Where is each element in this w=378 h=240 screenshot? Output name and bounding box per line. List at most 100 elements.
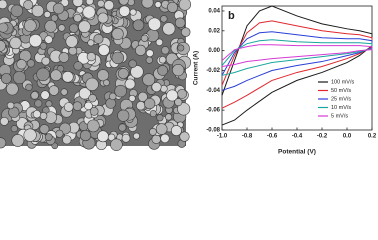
particle <box>0 137 7 149</box>
particle <box>141 0 154 9</box>
particle <box>97 12 109 24</box>
y-tick-label: 0.04 <box>208 9 220 15</box>
particle <box>0 116 9 126</box>
particle <box>50 69 62 82</box>
particle <box>34 99 43 108</box>
particle <box>44 133 53 142</box>
particle <box>58 24 66 32</box>
particle <box>73 61 83 71</box>
plot-frame <box>221 5 373 131</box>
particle <box>111 27 124 41</box>
particle <box>69 23 79 33</box>
particle <box>128 59 137 68</box>
particle <box>166 1 178 13</box>
particle <box>135 44 147 56</box>
legend-label: 100 mV/s <box>331 79 354 85</box>
particle <box>97 69 110 82</box>
particle <box>117 109 130 122</box>
particle <box>174 98 183 107</box>
particle <box>172 63 185 77</box>
x-tick-label: -0.2 <box>317 134 328 140</box>
particle <box>109 92 117 101</box>
particle <box>36 67 50 82</box>
particle <box>79 129 92 142</box>
particle <box>55 129 64 138</box>
particle <box>136 101 146 111</box>
x-tick-label: -1.0 <box>217 134 228 140</box>
particle <box>58 52 70 63</box>
y-tick-label: -0.02 <box>206 68 220 74</box>
particle <box>161 46 170 55</box>
particle <box>63 102 74 112</box>
particle <box>97 130 109 143</box>
particle <box>155 123 168 135</box>
particle <box>111 51 125 65</box>
particle <box>60 88 68 96</box>
particle <box>93 33 104 44</box>
x-tick-label: -0.4 <box>292 134 303 140</box>
particle <box>121 133 131 143</box>
x-tick-label: -0.8 <box>242 134 253 140</box>
cv-curve <box>221 31 373 91</box>
particle <box>39 124 50 135</box>
particle <box>61 71 74 83</box>
cv-curve <box>221 44 373 68</box>
y-tick-label: 0.02 <box>208 28 220 34</box>
particle <box>144 97 156 110</box>
particle <box>133 132 140 140</box>
figure: b Potential (V) Current (A) -1.0 -0.8 -0.6… <box>0 0 377 156</box>
particle <box>177 44 185 52</box>
particle <box>155 38 164 46</box>
particle <box>154 1 162 8</box>
particle <box>44 20 57 33</box>
particle <box>39 42 48 50</box>
particle <box>23 128 37 142</box>
particle <box>82 5 96 19</box>
cv-curve <box>221 39 373 76</box>
particle <box>151 134 162 144</box>
particle <box>107 133 116 142</box>
particle <box>140 34 149 42</box>
particle <box>128 94 136 102</box>
particle <box>118 5 131 17</box>
particle <box>98 44 110 56</box>
particle <box>11 134 25 147</box>
particle <box>103 79 110 87</box>
particle <box>40 90 50 100</box>
particle <box>170 125 182 136</box>
particle <box>0 73 12 84</box>
particle <box>145 49 154 58</box>
particle <box>151 82 162 93</box>
legend-label: 25 mV/s <box>331 96 351 102</box>
particle <box>105 98 117 109</box>
particle <box>30 91 39 100</box>
cv-curve <box>221 5 373 126</box>
particle <box>32 110 42 119</box>
particle <box>88 93 97 103</box>
particle <box>39 112 48 120</box>
particle <box>23 19 37 32</box>
particle <box>62 135 72 145</box>
particle <box>157 65 169 76</box>
particle <box>142 73 156 87</box>
particle <box>87 119 100 133</box>
particle <box>72 0 84 8</box>
particle <box>73 13 82 23</box>
y-tick-label: -0.06 <box>206 108 220 114</box>
particle <box>25 83 33 92</box>
legend-label: 50 mV/s <box>331 88 351 94</box>
particle <box>48 85 60 96</box>
panel-label: b <box>228 10 235 22</box>
particle <box>28 34 43 48</box>
particle <box>97 0 105 8</box>
particle <box>85 0 94 6</box>
sem-micrograph <box>0 0 192 151</box>
y-tick-label: -0.08 <box>206 128 220 134</box>
y-tick-label: -0.04 <box>206 88 220 94</box>
particle <box>178 0 192 11</box>
particle <box>145 56 153 64</box>
particle <box>129 8 137 16</box>
particle <box>124 78 136 90</box>
particle <box>85 77 99 92</box>
particle <box>118 0 129 6</box>
